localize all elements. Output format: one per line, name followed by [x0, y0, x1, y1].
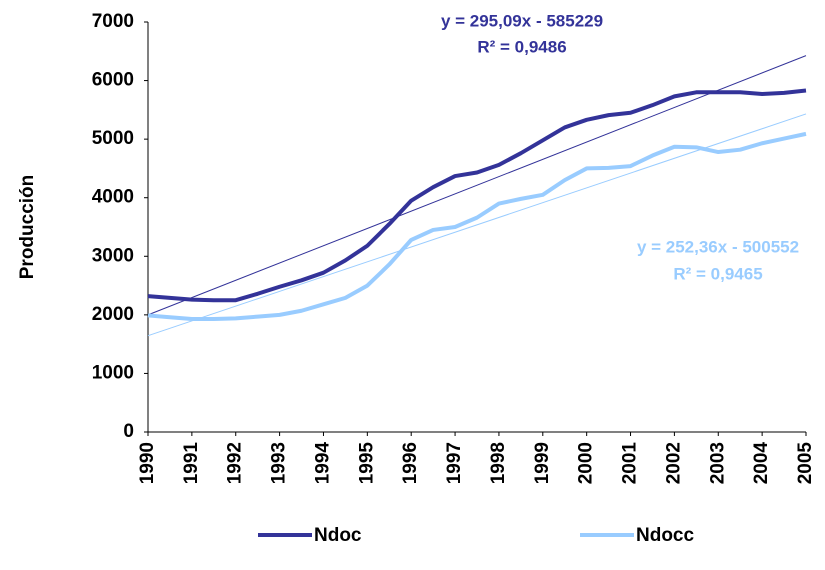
trendline [147, 113, 807, 337]
x-tick-label: 1998 [488, 442, 509, 484]
y-axis-label: Producción [17, 175, 38, 280]
trendline [147, 55, 807, 316]
x-tick-label: 1992 [225, 442, 246, 484]
x-tick-label: 1993 [269, 442, 290, 484]
series-line [147, 131, 807, 321]
x-tick-label: 1999 [532, 442, 553, 484]
x-tick-label: 2000 [576, 442, 597, 484]
x-tick-label: 1991 [181, 442, 202, 485]
x-tick-label: 1997 [444, 442, 465, 484]
x-tick-label: 1994 [312, 442, 333, 485]
trend-equation: y = 295,09x - 585229 [441, 11, 603, 30]
y-tick-label: 5000 [92, 128, 134, 149]
x-tick-label: 2001 [620, 442, 641, 485]
y-tick-label: 7000 [92, 11, 134, 32]
y-tick-label: 3000 [92, 245, 134, 266]
y-tick-label: 4000 [92, 187, 134, 208]
legend-label: Ndoc [314, 525, 362, 546]
y-tick-label: 0 [123, 421, 134, 442]
x-tick-label: 2003 [707, 442, 728, 484]
y-tick-label: 6000 [92, 70, 134, 91]
trend-r2: R² = 0,9465 [673, 264, 762, 283]
y-tick-label: 1000 [92, 362, 134, 383]
x-tick-label: 2002 [663, 442, 684, 484]
x-tick-label: 2004 [751, 442, 772, 485]
legend-label: Ndocc [636, 525, 695, 546]
trend-equation: y = 252,36x - 500552 [637, 237, 799, 256]
x-tick-label: 1990 [137, 442, 158, 484]
series-line [147, 88, 807, 303]
y-tick-label: 2000 [92, 304, 134, 325]
x-tick-label: 1995 [356, 442, 377, 485]
x-tick-label: 2005 [795, 442, 816, 485]
trend-r2: R² = 0,9486 [477, 37, 566, 56]
x-tick-label: 1996 [400, 442, 421, 484]
